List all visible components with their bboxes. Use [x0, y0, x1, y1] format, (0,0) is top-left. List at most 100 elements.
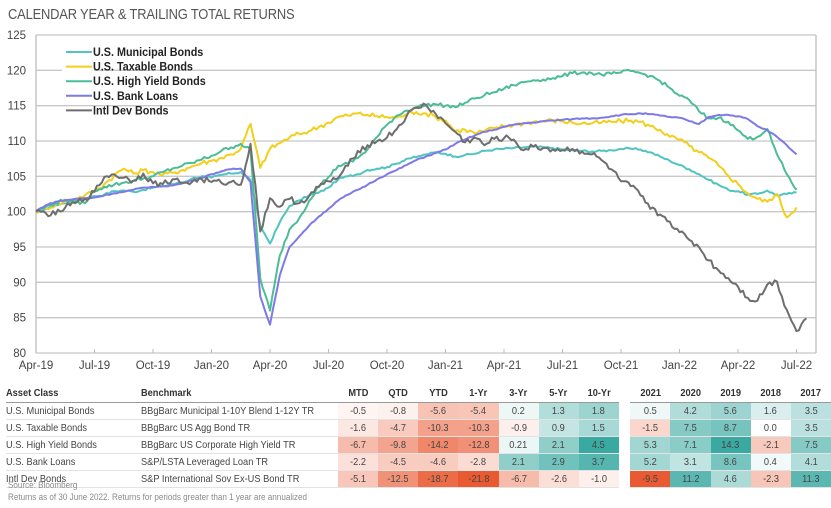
x-tick-label: Apr-21 — [487, 360, 522, 372]
table-row: U.S. Bank Loans S&P/LSTA Leveraged Loan T… — [6, 453, 831, 471]
trailing-return-cell: 1.5 — [578, 419, 619, 437]
calendar-return-cell: 4.1 — [790, 453, 831, 471]
header-10yr: 10-Yr — [578, 386, 619, 403]
y-axis-ticks: 80 85 90 95 100 105 110 115 120 125 — [7, 30, 26, 360]
calendar-return-cell: 7.5 — [670, 419, 711, 437]
calendar-return-cell: -1.5 — [630, 419, 671, 437]
trailing-return-cell: -10.3 — [418, 419, 459, 437]
source-note: Source: Bloomberg — [8, 480, 78, 490]
table-row: U.S. Taxable Bonds BBgBarc US Agg Bond TR… — [6, 419, 831, 437]
calendar-return-cell: 0.5 — [630, 402, 671, 420]
trailing-return-cell: 2.1 — [538, 436, 579, 454]
asset-class-cell: U.S. High Yield Bonds — [6, 436, 142, 454]
trailing-return-cell: -0.8 — [378, 402, 419, 420]
trailing-return-cell: -6.7 — [498, 470, 539, 488]
trailing-return-cell: 0.2 — [498, 402, 539, 420]
trailing-return-cell: -4.6 — [418, 453, 459, 471]
legend-background — [62, 48, 94, 60]
trailing-return-cell: 4.5 — [578, 436, 619, 454]
trailing-return-cell: -9.8 — [378, 436, 419, 454]
trailing-return-cell: 2.1 — [498, 453, 539, 471]
x-tick-label: Jan-20 — [194, 360, 229, 372]
series-line-u-s-taxable-bonds — [35, 110, 798, 219]
trailing-return-cell: 0.9 — [538, 419, 579, 437]
calendar-return-cell: -2.3 — [750, 470, 791, 488]
series-line-intl-dev-bonds — [35, 102, 807, 333]
benchmark-cell: BBgBarc Municipal 1-10Y Blend 1-12Y TR — [141, 402, 339, 420]
x-tick-label: Jul-21 — [547, 360, 578, 372]
grid-lines — [35, 34, 817, 354]
calendar-return-cell: 5.6 — [710, 402, 751, 420]
x-tick-label: Oct-20 — [370, 360, 405, 372]
y-tick-label: 105 — [7, 171, 26, 183]
table-row: U.S. Municipal Bonds BBgBarc Municipal 1-… — [6, 402, 831, 420]
calendar-return-cell: 0.4 — [750, 453, 791, 471]
table-row: Intl Dev Bonds S&P International Sov Ex-U… — [6, 470, 831, 488]
trailing-return-cell: -18.7 — [418, 470, 459, 488]
x-tick-label: Jul-20 — [313, 360, 344, 372]
x-tick-label: Jan-22 — [662, 360, 697, 372]
x-tick-label: Apr-20 — [253, 360, 288, 372]
trailing-return-cell: -5.1 — [338, 470, 379, 488]
calendar-return-cell: 3.1 — [670, 453, 711, 471]
trailing-return-cell: -10.3 — [458, 419, 499, 437]
x-tick-label: Oct-21 — [604, 360, 639, 372]
calendar-return-cell: 7.5 — [790, 436, 831, 454]
x-tick-label: Jul-19 — [79, 360, 110, 372]
legend-label: U.S. Taxable Bonds — [93, 61, 193, 74]
benchmark-cell: S&P/LSTA Leveraged Loan TR — [141, 453, 339, 471]
header-5yr: 5-Yr — [538, 386, 579, 403]
y-tick-label: 90 — [13, 277, 26, 289]
calendar-return-cell: 8.6 — [710, 453, 751, 471]
trailing-return-cell: -6.7 — [338, 436, 379, 454]
x-axis-ticks: Apr-19 Jul-19 Oct-19 Jan-20 Apr-20 Jul-20 Oct-… — [19, 349, 812, 372]
series-line-u-s-bank-loans — [35, 112, 798, 326]
column-gap — [619, 420, 630, 437]
y-tick-label: 85 — [13, 313, 26, 325]
x-tick-label: Apr-19 — [19, 360, 54, 372]
header-3yr: 3-Yr — [498, 386, 539, 403]
trailing-return-cell: -21.8 — [458, 470, 499, 488]
trailing-return-cell: -5.6 — [418, 402, 459, 420]
y-tick-label: 100 — [7, 207, 26, 219]
y-tick-label: 110 — [8, 136, 26, 148]
y-tick-label: 115 — [8, 101, 26, 113]
legend-label: Intl Dev Bonds — [93, 105, 169, 118]
calendar-return-cell: 1.6 — [750, 402, 791, 420]
header-2020: 2020 — [670, 386, 711, 403]
benchmark-cell: BBgBarc US Agg Bond TR — [141, 419, 339, 437]
trailing-return-cell: -12.8 — [458, 436, 499, 454]
calendar-return-cell: 5.2 — [630, 453, 671, 471]
trailing-return-cell: -12.5 — [378, 470, 419, 488]
calendar-return-cell: 5.3 — [630, 436, 671, 454]
trailing-return-cell: 2.9 — [538, 453, 579, 471]
trailing-return-cell: -5.4 — [458, 402, 499, 420]
legend-label: U.S. Municipal Bonds — [93, 47, 203, 60]
trailing-return-cell: -0.9 — [498, 419, 539, 437]
calendar-return-cell: 8.7 — [710, 419, 751, 437]
x-tick-label: Apr-22 — [721, 360, 756, 372]
chart-title: CALENDAR YEAR & TRAILING TOTAL RETURNS — [8, 6, 295, 23]
column-gap — [619, 437, 630, 454]
calendar-return-cell: 7.1 — [670, 436, 711, 454]
y-tick-label: 125 — [7, 30, 26, 42]
trailing-return-cell: 1.3 — [538, 402, 579, 420]
benchmark-cell: S&P International Sov Ex-US Bond TR — [141, 470, 339, 488]
legend-background — [62, 77, 94, 90]
series-lines — [35, 68, 807, 333]
header-2021: 2021 — [630, 386, 671, 403]
x-tick-label: Jan-21 — [428, 360, 463, 372]
calendar-return-cell: 14.3 — [710, 436, 751, 454]
legend-label: U.S. High Yield Bonds — [93, 76, 206, 89]
trailing-return-cell: -0.5 — [338, 402, 379, 420]
y-tick-label: 120 — [7, 65, 26, 77]
calendar-return-cell: -2.1 — [750, 436, 791, 454]
y-tick-label: 80 — [13, 348, 26, 360]
trailing-return-cell: -2.6 — [538, 470, 579, 488]
header-2018: 2018 — [750, 386, 791, 403]
returns-table: Asset Class Benchmark MTD QTD YTD 1-Yr 3… — [6, 386, 831, 488]
calendar-return-cell: -9.5 — [630, 470, 671, 488]
trailing-return-cell: 0.21 — [498, 436, 539, 454]
legend-background — [62, 91, 94, 104]
